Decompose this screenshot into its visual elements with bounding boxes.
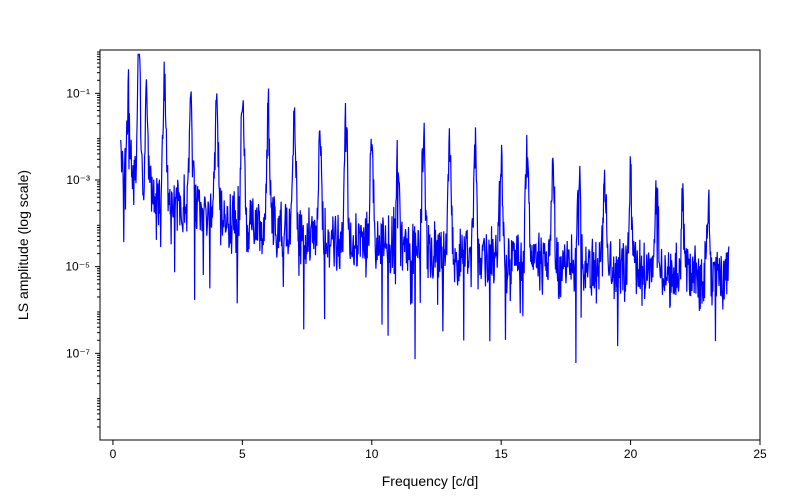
x-tick-label: 5 — [239, 447, 246, 461]
y-tick-label: 10⁻³ — [66, 173, 90, 187]
x-axis-label: Frequency [c/d] — [382, 473, 479, 489]
periodogram-chart: 0 5 10 15 20 25 10⁻⁷ 10⁻⁵ 10⁻³ 10⁻¹ Frequency [c/d… — [0, 0, 800, 500]
chart-svg: 0 5 10 15 20 25 10⁻⁷ 10⁻⁵ 10⁻³ 10⁻¹ Frequency [c/d… — [0, 0, 800, 500]
x-tick-label: 10 — [365, 447, 379, 461]
x-tick-label: 20 — [624, 447, 638, 461]
y-tick-label: 10⁻¹ — [66, 86, 90, 100]
periodogram-line — [121, 54, 729, 363]
y-tick-label: 10⁻⁵ — [65, 260, 90, 274]
x-tick-label: 15 — [494, 447, 508, 461]
y-axis-label: LS amplitude (log scale) — [15, 170, 31, 320]
x-tick-label: 0 — [110, 447, 117, 461]
x-tick-label: 25 — [753, 447, 767, 461]
y-tick-label: 10⁻⁷ — [66, 346, 90, 360]
